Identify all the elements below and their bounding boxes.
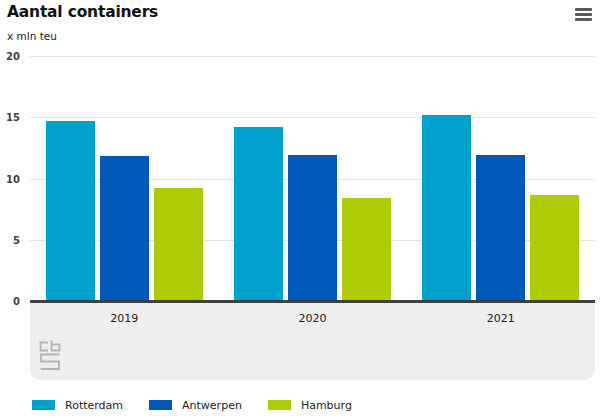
x-tick-label: 2020: [218, 312, 406, 325]
bar-hamburg-2021[interactable]: [530, 195, 579, 302]
bar-hamburg-2020[interactable]: [342, 198, 391, 302]
y-tick-label: 15: [6, 113, 20, 123]
legend-item-antwerpen[interactable]: Antwerpen: [149, 399, 242, 412]
bar-group-2019: [30, 57, 218, 302]
legend-label: Hamburg: [301, 399, 352, 412]
cbs-logo: [38, 340, 62, 372]
bar-rotterdam-2019[interactable]: [46, 121, 95, 302]
plot-area: [30, 57, 595, 302]
antwerpen-swatch-icon: [149, 400, 172, 410]
legend-item-hamburg[interactable]: Hamburg: [268, 399, 352, 412]
legend-item-rotterdam[interactable]: Rotterdam: [32, 399, 123, 412]
bar-group-2020: [218, 57, 406, 302]
x-tick-label: 2019: [30, 312, 218, 325]
bar-antwerpen-2020[interactable]: [288, 155, 337, 302]
y-tick-label: 20: [6, 52, 20, 62]
x-axis-labels: 201920202021: [30, 303, 595, 325]
legend: Rotterdam Antwerpen Hamburg: [32, 397, 352, 413]
legend-label: Antwerpen: [182, 399, 242, 412]
bar-rotterdam-2020[interactable]: [234, 127, 283, 302]
y-tick-label: 0: [13, 297, 20, 307]
bar-rotterdam-2021[interactable]: [422, 115, 471, 302]
bar-hamburg-2019[interactable]: [154, 188, 203, 302]
y-axis: 05101520: [0, 57, 20, 302]
bar-group-2021: [407, 57, 595, 302]
chart-title: Aantal containers: [7, 3, 158, 21]
unit-label: x mln teu: [7, 30, 57, 42]
bar-antwerpen-2019[interactable]: [100, 156, 149, 302]
y-tick-label: 10: [6, 175, 20, 185]
legend-label: Rotterdam: [65, 399, 123, 412]
bar-antwerpen-2021[interactable]: [476, 155, 525, 302]
x-axis-band: 201920202021: [30, 303, 595, 380]
hamburger-menu-icon[interactable]: [575, 8, 592, 21]
x-tick-label: 2021: [407, 312, 595, 325]
y-tick-label: 5: [13, 236, 20, 246]
rotterdam-swatch-icon: [32, 400, 55, 410]
hamburg-swatch-icon: [268, 400, 291, 410]
